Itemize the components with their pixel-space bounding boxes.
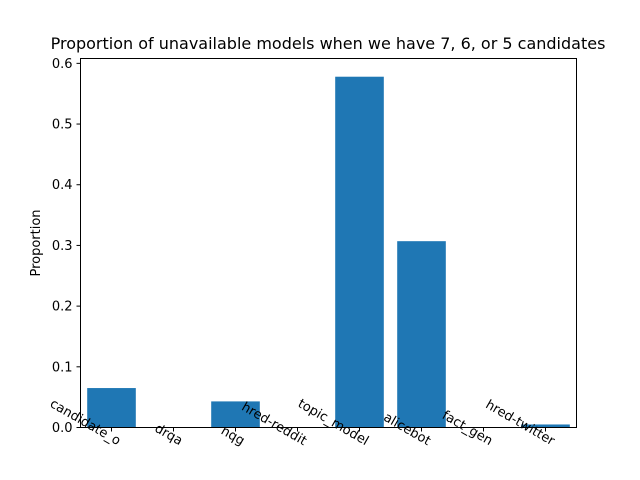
plot-frame	[80, 58, 577, 428]
bar-nqg	[211, 401, 260, 428]
y-tick-label: 0.5	[52, 118, 73, 133]
y-tick-label: 0.1	[52, 360, 73, 375]
y-tick-label: 0.2	[52, 300, 73, 315]
bar-alicebot	[397, 241, 446, 428]
bar-topic_model	[335, 76, 384, 428]
y-tick-label: 0.6	[52, 57, 73, 72]
y-axis-label: Proportion	[29, 209, 44, 276]
y-tick-label: 0.3	[52, 239, 73, 254]
y-axis-ticks: 0.0 0.1 0.2 0.3 0.4 0.5 0.6	[52, 57, 81, 436]
bars-group	[87, 76, 570, 428]
y-tick-label: 0.0	[52, 421, 73, 436]
chart-title: Proportion of unavailable models when we…	[51, 34, 606, 53]
bar-candidate_o	[87, 388, 136, 428]
y-tick-label: 0.4	[52, 178, 73, 193]
bar-hred-twitter	[521, 424, 570, 428]
